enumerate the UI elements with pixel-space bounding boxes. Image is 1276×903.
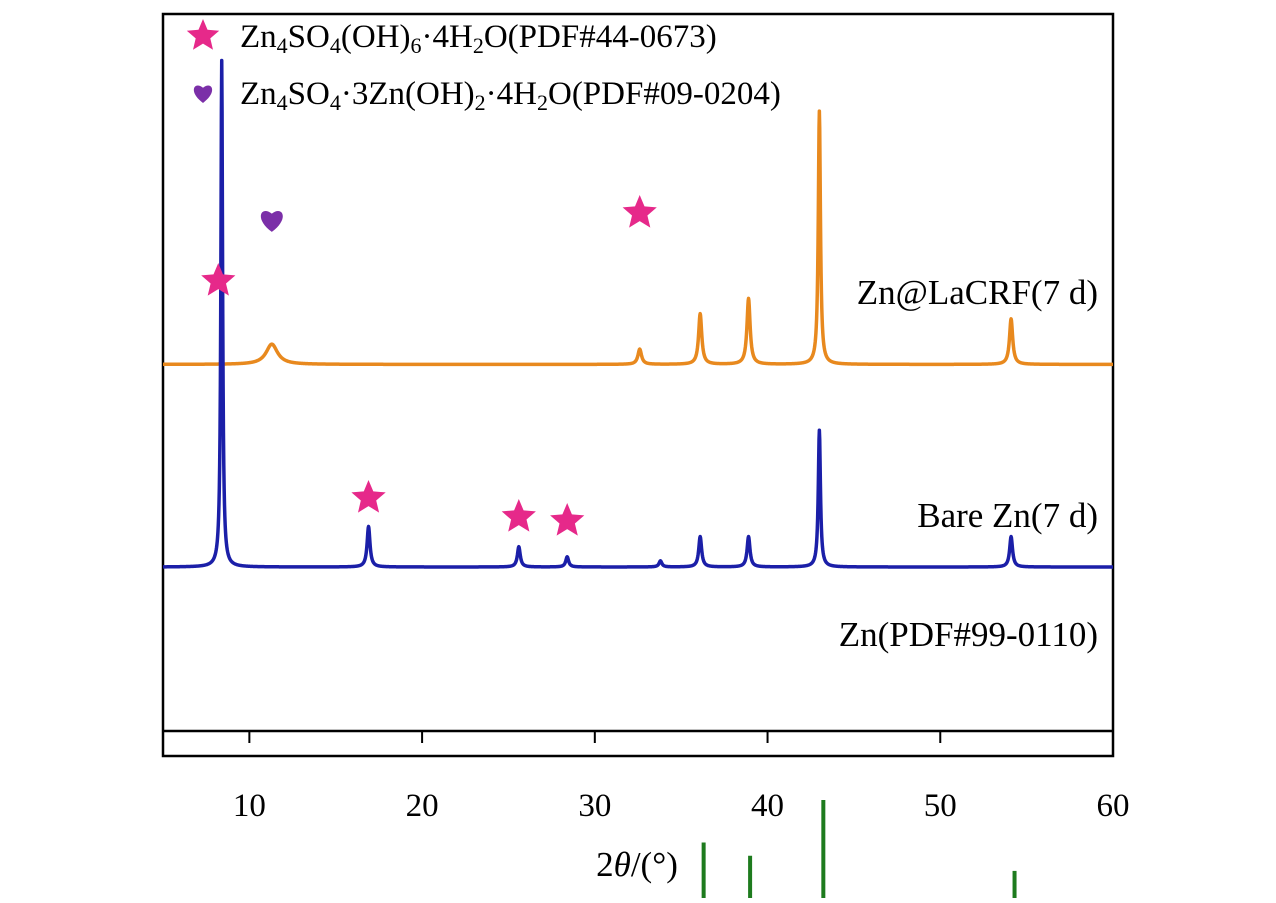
- legend-label-part: 6: [411, 33, 422, 58]
- x-tick-label: 20: [406, 788, 439, 824]
- x-tick-label: 10: [233, 788, 266, 824]
- legend-label-part: 4: [330, 90, 341, 115]
- legend-label-part: ·3Zn(OH): [341, 76, 475, 112]
- legend-label-part: 2: [473, 33, 484, 58]
- x-tick-label: 30: [578, 788, 611, 824]
- x-axis-title-suffix: /(°): [631, 845, 678, 884]
- legend-label-part: SO: [288, 76, 330, 112]
- legend-label-part: ·4H: [422, 19, 473, 55]
- heart-icon: [260, 211, 283, 232]
- heart-icon: [193, 85, 213, 103]
- legend-label-part: O(PDF#09-0204): [548, 76, 781, 112]
- x-tick-label: 60: [1097, 788, 1130, 824]
- series-line: [161, 58, 1115, 569]
- star-icon: [622, 195, 657, 228]
- legend-label-part: 4: [277, 33, 288, 58]
- x-tick-label: 40: [751, 788, 784, 824]
- series-label: Zn@LaCRF(7 d): [857, 273, 1098, 312]
- legend-label-part: Zn: [240, 76, 277, 112]
- legend-label-part: Zn: [240, 19, 277, 55]
- x-tick-label: 50: [924, 788, 957, 824]
- star-icon: [351, 480, 386, 513]
- legend-label-part: SO: [288, 19, 330, 55]
- series-label: Zn(PDF#99-0110): [839, 615, 1098, 654]
- legend-label-part: 4: [330, 33, 341, 58]
- legend-label-part: 4: [277, 90, 288, 115]
- legend-label-part: O(PDF#44-0673): [484, 19, 717, 55]
- legend-label: Zn4SO4·3Zn(OH)2·4H2O(PDF#09-0204): [240, 76, 781, 115]
- legend-label: Zn4SO4(OH)6·4H2O(PDF#44-0673): [240, 19, 717, 58]
- series-line: [161, 109, 1115, 367]
- star-icon: [186, 19, 220, 50]
- star-icon: [501, 499, 536, 532]
- legend-label-part: (OH): [341, 19, 411, 55]
- series-label: Bare Zn(7 d): [917, 496, 1098, 535]
- legend-label-part: 2: [475, 90, 486, 115]
- x-axis-title: 2θ/(°): [596, 845, 678, 884]
- plot-frame: [161, 12, 1115, 758]
- x-axis-title-prefix: 2: [596, 845, 614, 884]
- legend-label-part: ·4H: [486, 76, 537, 112]
- x-axis-title-symbol: θ: [614, 845, 631, 884]
- star-icon: [550, 503, 585, 536]
- star-icon: [201, 263, 236, 296]
- legend-label-part: 2: [537, 90, 548, 115]
